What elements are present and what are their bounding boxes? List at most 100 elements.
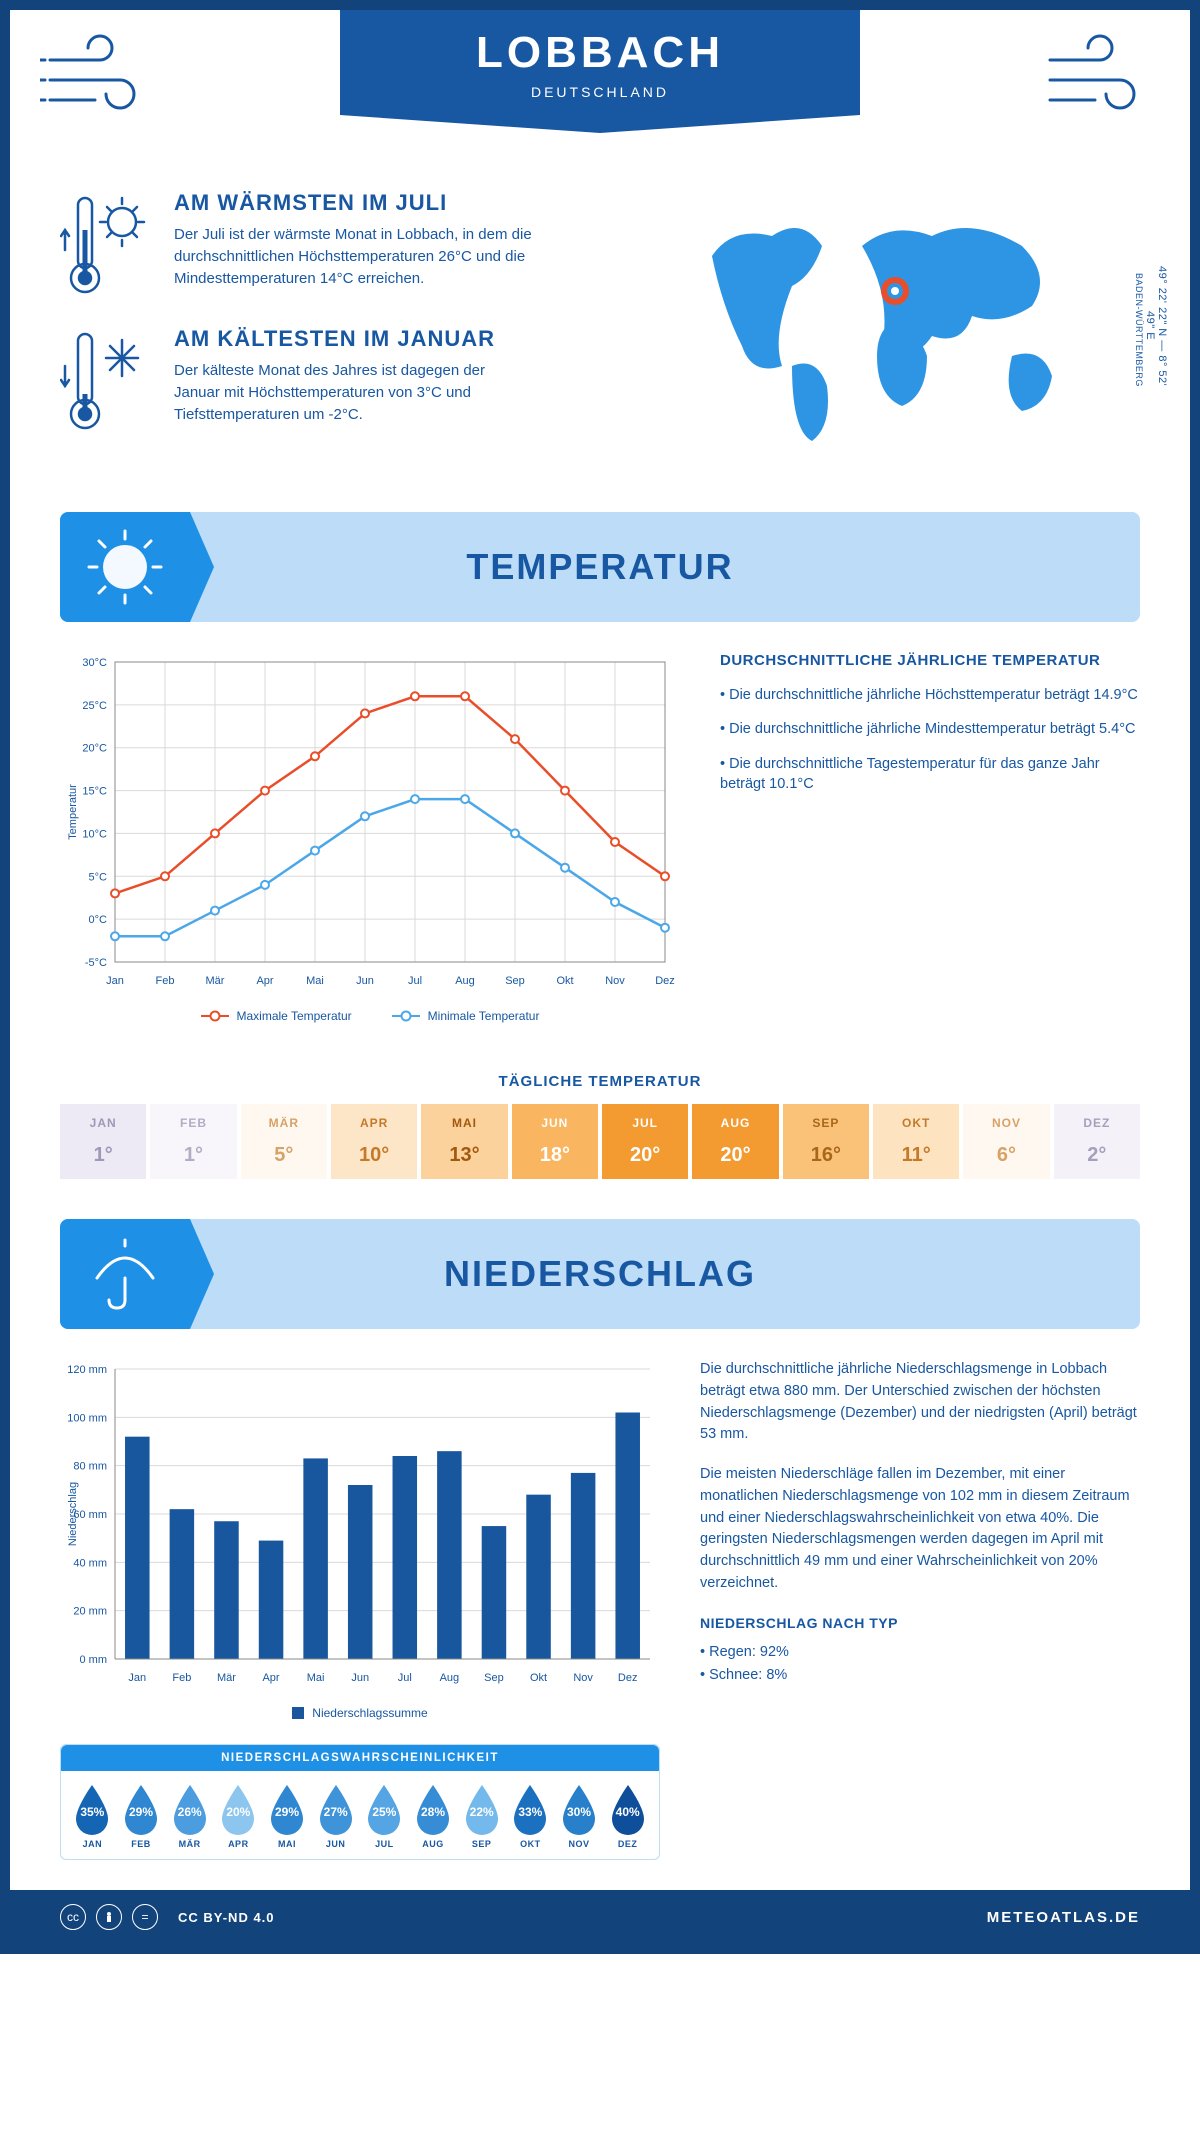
probability-drop: 29%MAI — [264, 1783, 311, 1849]
warm-title: AM WÄRMSTEN IM JULI — [174, 190, 534, 216]
daily-temp-cell: APR10° — [331, 1104, 417, 1179]
cold-title: AM KÄLTESTEN IM JANUAR — [174, 326, 534, 352]
header: LOBBACH DEUTSCHLAND — [10, 10, 1190, 170]
daily-temp-title: TÄGLICHE TEMPERATUR — [10, 1073, 1190, 1090]
daily-temp-cell: MÄR5° — [241, 1104, 327, 1179]
svg-text:Okt: Okt — [530, 1672, 547, 1684]
probability-drop: 40%DEZ — [604, 1783, 651, 1849]
svg-text:10°C: 10°C — [82, 828, 107, 840]
svg-text:Mai: Mai — [307, 1672, 325, 1684]
svg-text:Mai: Mai — [306, 975, 324, 987]
probability-drop: 35%JAN — [69, 1783, 116, 1849]
svg-text:80 mm: 80 mm — [73, 1461, 107, 1473]
daily-temp-cell: NOV6° — [963, 1104, 1049, 1179]
svg-text:Jul: Jul — [408, 975, 422, 987]
svg-text:Sep: Sep — [484, 1672, 504, 1684]
cold-text: Der kälteste Monat des Jahres ist dagege… — [174, 360, 534, 425]
precipitation-probability-drops: 35%JAN29%FEB26%MÄR20%APR29%MAI27%JUN25%J… — [61, 1771, 659, 1859]
svg-text:15°C: 15°C — [82, 786, 107, 798]
svg-text:Nov: Nov — [605, 975, 625, 987]
daily-temp-cell: SEP16° — [783, 1104, 869, 1179]
umbrella-badge-icon — [60, 1219, 190, 1329]
svg-text:Okt: Okt — [556, 975, 573, 987]
svg-text:Feb: Feb — [156, 975, 175, 987]
svg-text:0 mm: 0 mm — [80, 1654, 108, 1666]
title-banner: LOBBACH DEUTSCHLAND — [340, 10, 860, 130]
svg-text:Temperatur: Temperatur — [67, 784, 79, 840]
svg-text:Jun: Jun — [356, 975, 374, 987]
temperature-title: TEMPERATUR — [466, 546, 733, 588]
svg-text:20 mm: 20 mm — [73, 1606, 107, 1618]
svg-text:120 mm: 120 mm — [67, 1364, 107, 1376]
license-text: CC BY-ND 4.0 — [178, 1910, 275, 1925]
cc-icon: cc — [60, 1904, 86, 1930]
country-subtitle: DEUTSCHLAND — [340, 84, 860, 100]
svg-text:40 mm: 40 mm — [73, 1557, 107, 1569]
daily-temp-cell: JAN1° — [60, 1104, 146, 1179]
daily-temp-cell: DEZ2° — [1054, 1104, 1140, 1179]
probability-drop: 26%MÄR — [166, 1783, 213, 1849]
wind-icon — [1040, 30, 1160, 120]
svg-text:20°C: 20°C — [82, 743, 107, 755]
temperature-section-header: TEMPERATUR — [60, 512, 1140, 622]
infographic-page: LOBBACH DEUTSCHLAND AM WÄRMSTEN IM — [0, 0, 1200, 1954]
probability-drop: 33%OKT — [507, 1783, 554, 1849]
probability-drop: 27%JUN — [312, 1783, 359, 1849]
precipitation-section-header: NIEDERSCHLAG — [60, 1219, 1140, 1329]
svg-text:25°C: 25°C — [82, 700, 107, 712]
probability-drop: 29%FEB — [118, 1783, 165, 1849]
svg-text:0°C: 0°C — [89, 914, 108, 926]
nd-icon: = — [132, 1904, 158, 1930]
daily-temp-cell: OKT11° — [873, 1104, 959, 1179]
svg-text:Jul: Jul — [398, 1672, 412, 1684]
svg-text:Apr: Apr — [262, 1672, 279, 1684]
coldest-block: AM KÄLTESTEN IM JANUAR Der kälteste Mona… — [60, 326, 605, 436]
daily-temp-cell: JUN18° — [512, 1104, 598, 1179]
temperature-description: DURCHSCHNITTLICHE JÄHRLICHE TEMPERATUR •… — [720, 652, 1140, 1023]
svg-text:-5°C: -5°C — [85, 957, 107, 969]
overview-section: AM WÄRMSTEN IM JULI Der Juli ist der wär… — [10, 170, 1190, 492]
svg-text:Sep: Sep — [505, 975, 525, 987]
probability-drop: 28%AUG — [410, 1783, 457, 1849]
svg-text:Mär: Mär — [217, 1672, 236, 1684]
svg-text:Jun: Jun — [351, 1672, 369, 1684]
warm-text: Der Juli ist der wärmste Monat in Lobbac… — [174, 224, 534, 289]
site-credit: METEOATLAS.DE — [987, 1909, 1140, 1926]
probability-drop: 25%JUL — [361, 1783, 408, 1849]
svg-text:Jan: Jan — [106, 975, 124, 987]
svg-text:Feb: Feb — [172, 1672, 191, 1684]
svg-text:Aug: Aug — [440, 1672, 460, 1684]
warmest-block: AM WÄRMSTEN IM JULI Der Juli ist der wär… — [60, 190, 605, 300]
svg-text:100 mm: 100 mm — [67, 1412, 107, 1424]
sun-badge-icon — [60, 512, 190, 622]
svg-text:Apr: Apr — [256, 975, 273, 987]
daily-temp-cell: JUL20° — [602, 1104, 688, 1179]
thermometer-snow-icon — [60, 326, 150, 436]
probability-drop: 30%NOV — [556, 1783, 603, 1849]
temperature-line-chart: -5°C0°C5°C10°C15°C20°C25°C30°CJanFebMärA… — [60, 652, 680, 992]
world-map: 49° 22' 22" N — 8° 52' 49" E BADEN-WÜRTT… — [645, 190, 1140, 462]
precipitation-title: NIEDERSCHLAG — [444, 1253, 756, 1295]
precipitation-probability-box: NIEDERSCHLAGSWAHRSCHEINLICHKEIT 35%JAN29… — [60, 1744, 660, 1860]
svg-text:Dez: Dez — [655, 975, 675, 987]
svg-text:5°C: 5°C — [89, 871, 108, 883]
svg-text:Aug: Aug — [455, 975, 475, 987]
coordinates: 49° 22' 22" N — 8° 52' 49" E BADEN-WÜRTT… — [1134, 258, 1168, 394]
location-title: LOBBACH — [340, 28, 860, 78]
probability-drop: 20%APR — [215, 1783, 262, 1849]
precipitation-description: Die durchschnittliche jährliche Niedersc… — [700, 1359, 1140, 1860]
thermometer-sun-icon — [60, 190, 150, 300]
daily-temp-cell: MAI13° — [421, 1104, 507, 1179]
svg-text:Niederschlag: Niederschlag — [67, 1482, 79, 1546]
svg-text:Mär: Mär — [206, 975, 225, 987]
precipitation-legend: Niederschlagssumme — [60, 1706, 660, 1720]
precipitation-body: 0 mm20 mm40 mm60 mm80 mm100 mm120 mmJanF… — [10, 1349, 1190, 1890]
wind-icon — [40, 30, 160, 120]
footer: cc = CC BY-ND 4.0 METEOATLAS.DE — [10, 1890, 1190, 1944]
svg-text:Nov: Nov — [573, 1672, 593, 1684]
by-icon — [96, 1904, 122, 1930]
daily-temp-cell: FEB1° — [150, 1104, 236, 1179]
svg-text:Dez: Dez — [618, 1672, 638, 1684]
temperature-body: -5°C0°C5°C10°C15°C20°C25°C30°CJanFebMärA… — [10, 642, 1190, 1043]
temperature-legend: Maximale Temperatur Minimale Temperatur — [60, 1009, 680, 1023]
